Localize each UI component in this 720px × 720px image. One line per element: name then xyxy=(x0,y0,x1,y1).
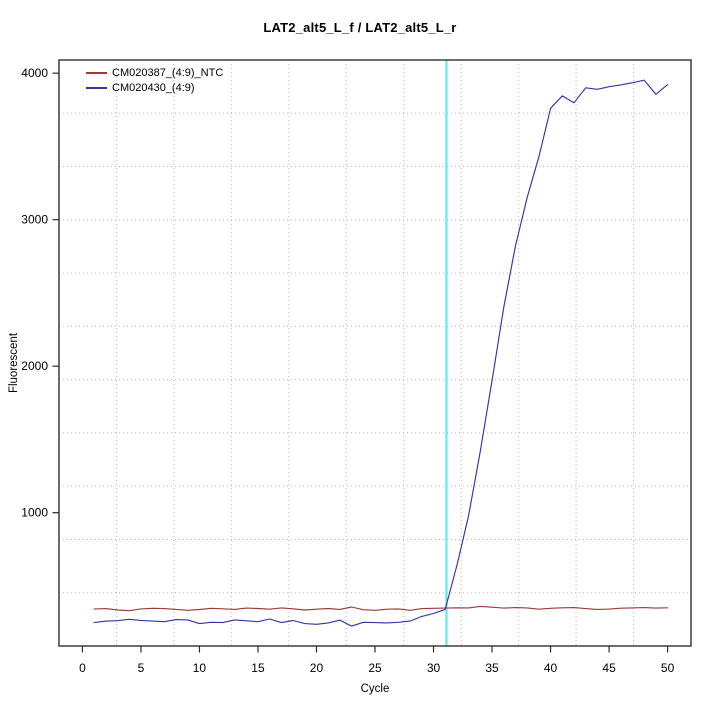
y-tick-label: 1000 xyxy=(21,506,48,520)
x-tick-label: 45 xyxy=(602,661,616,675)
x-tick-label: 5 xyxy=(138,661,145,675)
x-tick-label: 25 xyxy=(368,661,382,675)
x-tick-label: 15 xyxy=(251,661,265,675)
legend-line-swatch-ntc xyxy=(86,72,107,74)
x-tick-label: 20 xyxy=(310,661,324,675)
x-axis-title: Cycle xyxy=(360,683,390,695)
x-tick-label: 40 xyxy=(544,661,558,675)
y-tick-label: 3000 xyxy=(21,213,48,227)
x-tick-label: 50 xyxy=(661,661,675,675)
y-axis-title: Fluorescent xyxy=(8,332,20,394)
y-tick-label: 2000 xyxy=(21,359,48,373)
legend: CM020387_(4:9)_NTC CM020430_(4:9) xyxy=(86,66,223,95)
y-tick-label: 4000 xyxy=(21,66,48,80)
series-line-sample xyxy=(93,79,669,627)
x-tick-label: 35 xyxy=(485,661,499,675)
x-tick-label: 0 xyxy=(79,661,86,675)
x-tick-label: 30 xyxy=(427,661,441,675)
series-line-ntc xyxy=(93,605,669,612)
legend-label-sample: CM020430_(4:9) xyxy=(112,82,195,94)
legend-item-sample: CM020430_(4:9) xyxy=(86,81,223,95)
legend-label-ntc: CM020387_(4:9)_NTC xyxy=(112,67,224,79)
legend-line-swatch-sample xyxy=(86,87,107,89)
x-tick-label: 10 xyxy=(193,661,207,675)
plot-border xyxy=(58,59,692,647)
legend-item-ntc: CM020387_(4:9)_NTC xyxy=(86,66,223,80)
chart-title: LAT2_alt5_L_f / LAT2_alt5_L_r xyxy=(263,20,457,35)
